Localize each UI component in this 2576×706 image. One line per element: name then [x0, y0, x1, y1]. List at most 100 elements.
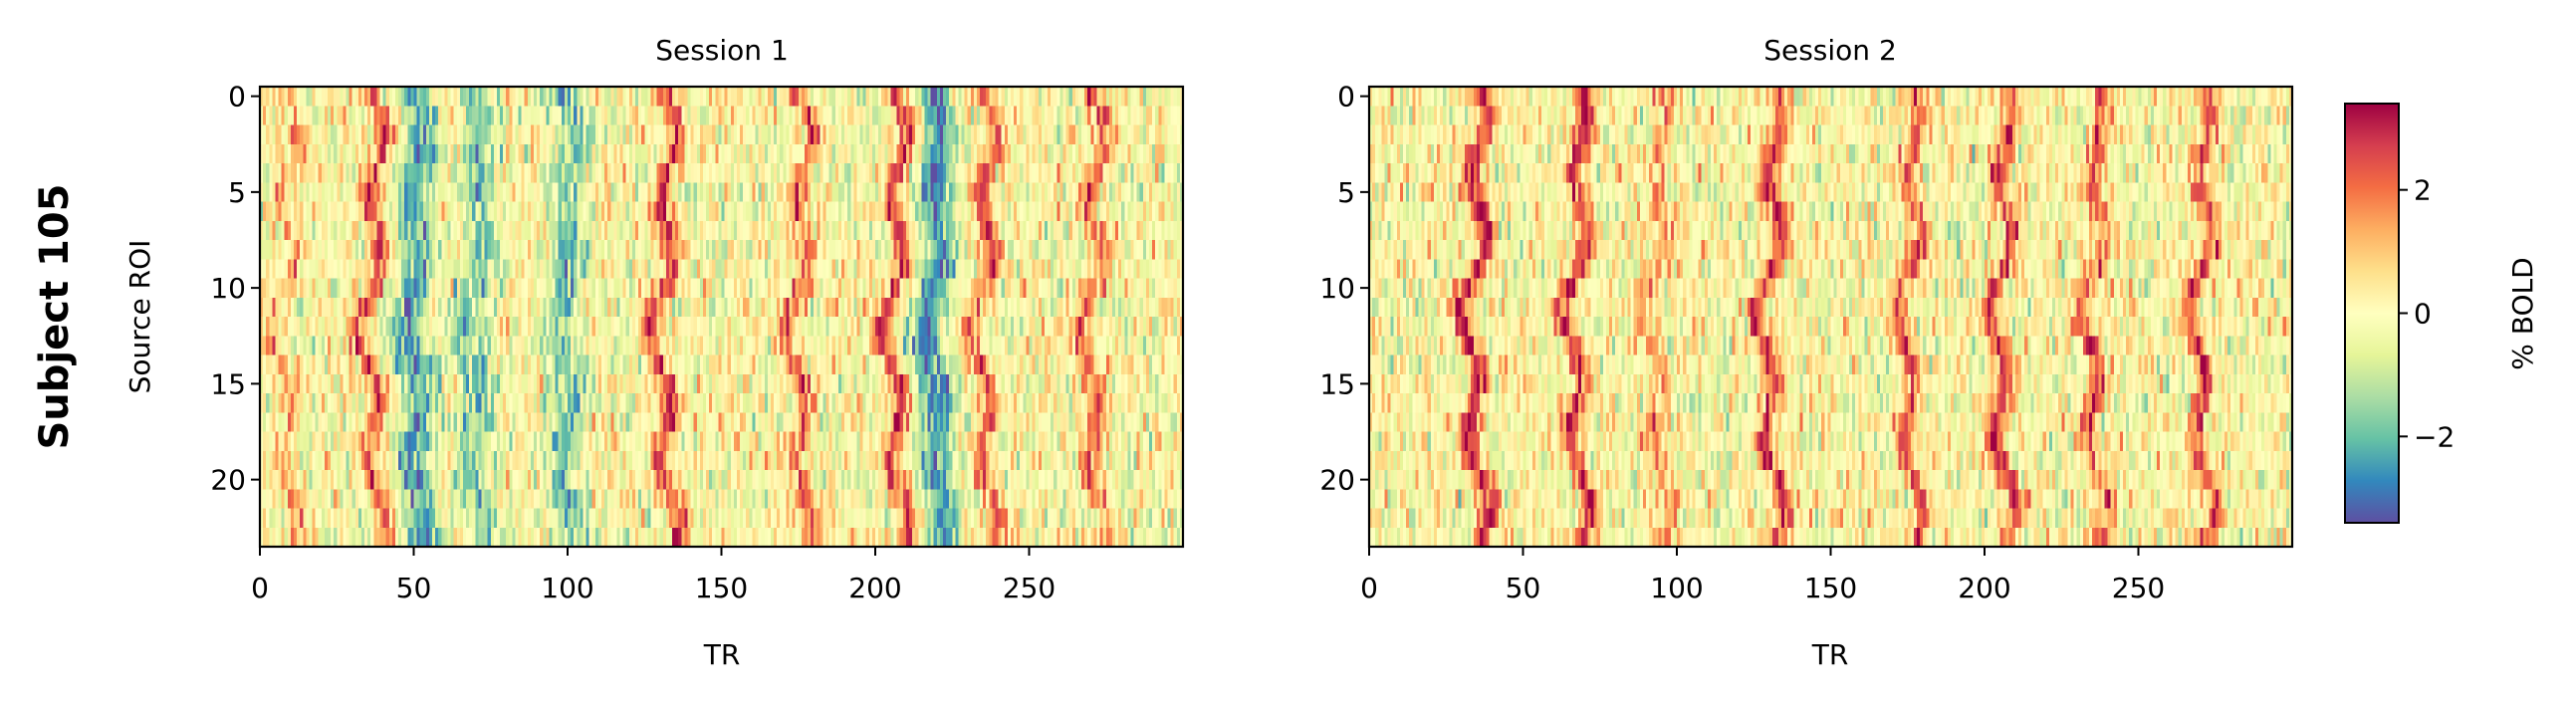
heatmap-cell [644, 336, 648, 355]
heatmap-cell [555, 336, 560, 355]
heatmap-cell [546, 373, 550, 394]
heatmap-cell [490, 182, 495, 202]
heatmap-cell [712, 278, 716, 299]
heatmap-cell [693, 393, 698, 413]
heatmap-cell [761, 106, 766, 125]
heatmap-cell [831, 182, 836, 202]
heatmap-cell [1093, 240, 1097, 260]
heatmap-cell [591, 182, 596, 202]
heatmap-cell [376, 143, 380, 164]
heatmap-cell [837, 124, 842, 145]
heatmap-cell [684, 278, 688, 299]
heatmap-cell [718, 259, 722, 279]
heatmap-cell [801, 87, 806, 107]
heatmap-cell [946, 124, 950, 145]
heatmap-cell [272, 124, 276, 145]
heatmap-cell [1041, 220, 1046, 241]
heatmap-cell [561, 259, 566, 279]
heatmap-cell [1155, 220, 1159, 241]
heatmap-cell [1152, 87, 1156, 107]
heatmap-cell [527, 106, 532, 125]
heatmap-cell [524, 220, 529, 241]
heatmap-cell [515, 259, 519, 279]
heatmap-cell [272, 143, 276, 164]
heatmap-cell [441, 124, 445, 145]
heatmap-cell [1111, 87, 1116, 107]
heatmap-cell [472, 106, 476, 125]
heatmap-cell [1081, 143, 1085, 164]
heatmap-cell [878, 182, 882, 202]
heatmap-cell [1102, 124, 1107, 145]
heatmap-cell [1124, 163, 1128, 183]
heatmap-cell [1007, 336, 1012, 355]
heatmap-cell [370, 182, 374, 202]
heatmap-cell [1161, 163, 1165, 183]
heatmap-cell [650, 124, 654, 145]
heatmap-cell [1007, 163, 1012, 183]
heatmap-cell [496, 240, 501, 260]
heatmap-cell [527, 201, 532, 222]
heatmap-cell [416, 124, 421, 145]
heatmap-cell [1111, 106, 1116, 125]
heatmap-cell [687, 393, 691, 413]
heatmap-cell [647, 354, 651, 375]
heatmap-cell [795, 220, 800, 241]
heatmap-cell [425, 201, 430, 222]
heatmap-cell [1007, 182, 1012, 202]
heatmap-cell [438, 106, 442, 125]
heatmap-cell [450, 163, 455, 183]
heatmap-cell [425, 393, 430, 413]
heatmap-cell [647, 317, 651, 337]
heatmap-cell [331, 240, 335, 260]
heatmap-cell [466, 297, 470, 318]
heatmap-cell [438, 373, 442, 394]
heatmap-cell [1029, 317, 1033, 337]
heatmap-cell [774, 201, 778, 222]
heatmap-cell [946, 297, 950, 318]
heatmap-cell [662, 143, 667, 164]
heatmap-cell [622, 354, 627, 375]
heatmap-cell [675, 220, 679, 241]
heatmap-cell [1179, 182, 1184, 202]
heatmap-cell [1026, 240, 1030, 260]
heatmap-cell [752, 182, 756, 202]
heatmap-cell [385, 336, 390, 355]
heatmap-cell [530, 240, 535, 260]
heatmap-cell [571, 220, 575, 241]
heatmap-cell [303, 278, 307, 299]
heatmap-cell [357, 354, 362, 375]
heatmap-cell [961, 317, 966, 337]
heatmap-cell [263, 354, 267, 375]
heatmap-cell [749, 124, 753, 145]
heatmap-cell [1167, 317, 1172, 337]
heatmap-cell [1023, 336, 1027, 355]
heatmap-cell [1032, 297, 1037, 318]
heatmap-cell [774, 354, 778, 375]
heatmap-cell [1074, 201, 1079, 222]
heatmap-cell [546, 336, 550, 355]
heatmap-cell [561, 87, 566, 107]
heatmap-cell [980, 143, 984, 164]
heatmap-cell [789, 317, 793, 337]
heatmap-cell [875, 124, 879, 145]
heatmap-cell [315, 240, 320, 260]
heatmap-cell [580, 201, 584, 222]
heatmap-cell [927, 259, 932, 279]
heatmap-cell [306, 317, 310, 337]
heatmap-cell [989, 354, 993, 375]
heatmap-cell [859, 201, 864, 222]
heatmap-cell [290, 182, 295, 202]
heatmap-cell [1071, 124, 1076, 145]
heatmap-cell [367, 87, 371, 107]
heatmap-cell [478, 143, 482, 164]
heatmap-cell [684, 336, 688, 355]
heatmap-cell [825, 87, 830, 107]
heatmap-cell [503, 354, 507, 375]
heatmap-cell [817, 240, 820, 260]
heatmap-cell [1032, 336, 1037, 355]
heatmap-cell [628, 163, 633, 183]
heatmap-cell [1127, 278, 1131, 299]
heatmap-cell [1056, 182, 1060, 202]
heatmap-cell [447, 278, 451, 299]
heatmap-cell [481, 143, 485, 164]
